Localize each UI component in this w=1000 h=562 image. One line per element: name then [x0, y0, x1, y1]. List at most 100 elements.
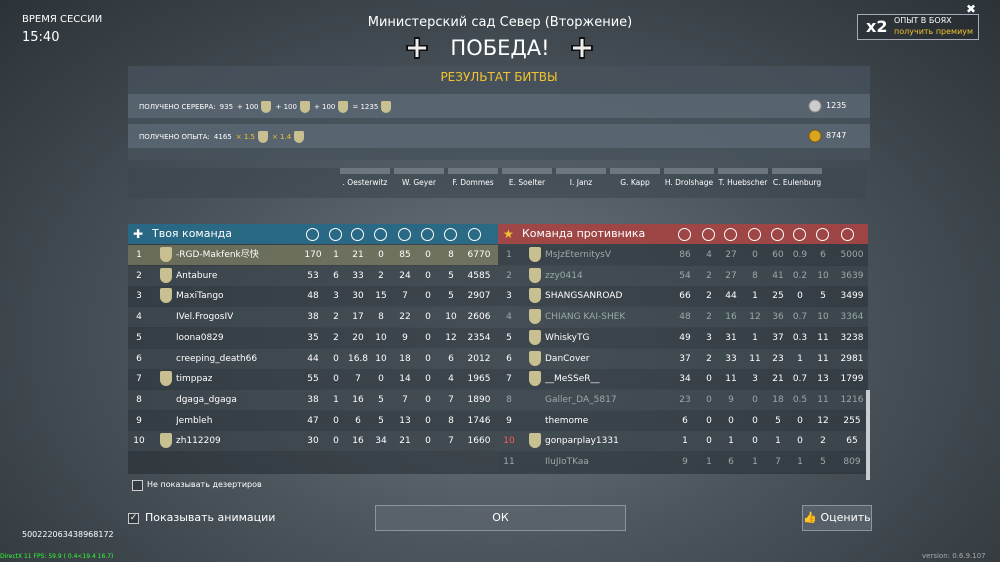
stat: 3364 — [840, 312, 864, 323]
stat: 55 — [307, 374, 319, 385]
player-row: 10 gonparplay1331 1 0 1 0 1 0 2 65 — [498, 431, 868, 452]
player-row: 8 dgaga_dgaga 38 1 16 5 7 0 7 1890 — [128, 389, 498, 410]
stat: 5 — [820, 457, 826, 467]
player-name: SHANGSANROAD — [545, 291, 623, 302]
stat: 0 — [706, 415, 712, 426]
player-row: 6 DanCover 37 2 33 11 23 1 11 2981 — [498, 348, 868, 369]
crew-card — [394, 168, 444, 174]
result-panel: РЕЗУЛЬТАТ БИТВЫ ПОЛУЧЕНО СЕРЕБРА: 935 + 10… — [128, 66, 870, 160]
stat: 13 — [817, 374, 829, 385]
player-name: MaxiTango — [176, 291, 224, 302]
stat: 6 — [682, 415, 688, 426]
player-name: IluJIoTKaa — [545, 457, 589, 467]
stat: 38 — [307, 312, 319, 323]
bonus-label: ОПЫТ В БОЯХ — [894, 16, 952, 25]
badge-icon — [261, 101, 272, 113]
stat: 1 — [752, 332, 758, 343]
player-row: 11 IluJIoTKaa 9 1 6 1 7 1 5 809 — [498, 452, 868, 472]
stat: 1 — [333, 250, 339, 260]
silver-icon — [808, 99, 822, 113]
crew-card — [448, 168, 498, 174]
stat: 0 — [425, 332, 431, 343]
player-name: zh112209 — [176, 436, 221, 447]
stat: 1965 — [467, 374, 491, 385]
stat: 0 — [728, 415, 734, 426]
expr-token: 4165 — [213, 133, 232, 141]
player-row: 2 zzy0414 54 2 27 8 41 0.2 10 3639 — [498, 265, 868, 286]
stat: 0 — [752, 250, 758, 260]
stat: 0.7 — [792, 312, 808, 323]
column-icon — [678, 228, 691, 241]
player-row: 4 IVel.FrogosIV 38 2 17 8 22 0 10 2606 — [128, 307, 498, 328]
column-icon — [793, 228, 806, 241]
stat: 3 — [752, 374, 758, 385]
stat: 5 — [775, 415, 781, 426]
stat: 0 — [706, 436, 712, 447]
stat: 2012 — [467, 353, 491, 364]
stat: 5 — [448, 270, 454, 281]
stat: 0.7 — [792, 374, 808, 385]
badge-icon — [294, 131, 305, 143]
rank: 6 — [506, 353, 512, 364]
stat: 16 — [725, 312, 737, 323]
player-name: Antabure — [176, 270, 218, 281]
scrollbar[interactable] — [866, 390, 870, 480]
stat: 1 — [797, 353, 803, 364]
stat: 809 — [843, 457, 861, 467]
stat: 7 — [355, 374, 361, 385]
result-title: РЕЗУЛЬТАТ БИТВЫ — [440, 70, 558, 84]
stat: 5 — [448, 291, 454, 302]
stat: 10 — [375, 353, 387, 364]
stat: 37 — [679, 353, 691, 364]
stat: 0 — [425, 374, 431, 385]
player-name: CHIANG KAI-SHEK — [545, 312, 626, 323]
stat: 3 — [706, 332, 712, 343]
stat: 2 — [333, 332, 339, 343]
team-emblem: ★ — [503, 227, 514, 241]
stat: 35 — [307, 332, 319, 343]
stat: 1 — [706, 457, 712, 467]
column-icon — [351, 228, 364, 241]
stat: 0 — [378, 374, 384, 385]
rate-button[interactable]: 👍 Оценить — [802, 505, 872, 531]
stat: 0 — [333, 436, 339, 447]
stat: 2 — [706, 312, 712, 323]
stat: 0 — [797, 291, 803, 302]
session-time: 15:40 — [22, 30, 60, 45]
close-button[interactable]: ✖ — [966, 2, 977, 16]
exp-row — [128, 124, 870, 148]
show-animations-checkbox[interactable]: ✓ — [128, 513, 139, 524]
hide-deserters-checkbox[interactable] — [132, 480, 143, 491]
player-row: 3 MaxiTango 48 3 30 15 7 0 5 2907 — [128, 286, 498, 307]
player-row: 9 Jembleh 47 0 6 5 13 0 8 1746 — [128, 410, 498, 431]
stat: 22 — [399, 312, 411, 323]
player-name: zzy0414 — [545, 270, 583, 281]
player-name: DanCover — [545, 353, 590, 364]
premium-bonus[interactable]: x2 ОПЫТ В БОЯХ получить премиум — [857, 14, 979, 40]
stat: 2907 — [467, 291, 491, 302]
stat: 7 — [448, 436, 454, 447]
stat: 30 — [352, 291, 364, 302]
stat: 11 — [817, 394, 829, 405]
bonus-link[interactable]: получить премиум — [894, 27, 974, 36]
rank: 1 — [506, 250, 512, 260]
rank: 9 — [506, 415, 512, 426]
stat: 0.5 — [792, 394, 808, 405]
stat: 7 — [402, 291, 408, 302]
stat: 11 — [725, 374, 737, 385]
stat: 30 — [307, 436, 319, 447]
stat: 24 — [399, 270, 411, 281]
stat: 0.3 — [792, 332, 808, 343]
stat: 11 — [817, 332, 829, 343]
player-name: Galler_DA_5817 — [545, 394, 617, 405]
stat: 2 — [378, 270, 384, 281]
stat: 3639 — [840, 270, 864, 281]
cross-icon — [406, 37, 428, 59]
ok-button[interactable]: ОК — [375, 505, 626, 531]
stat: 11 — [817, 353, 829, 364]
exp-icon — [808, 129, 822, 143]
result: ПОБЕДА! — [450, 36, 550, 60]
stat: 1 — [752, 457, 758, 467]
rank: 3 — [506, 291, 512, 302]
version: version: 0.6.9.107 — [922, 552, 986, 560]
